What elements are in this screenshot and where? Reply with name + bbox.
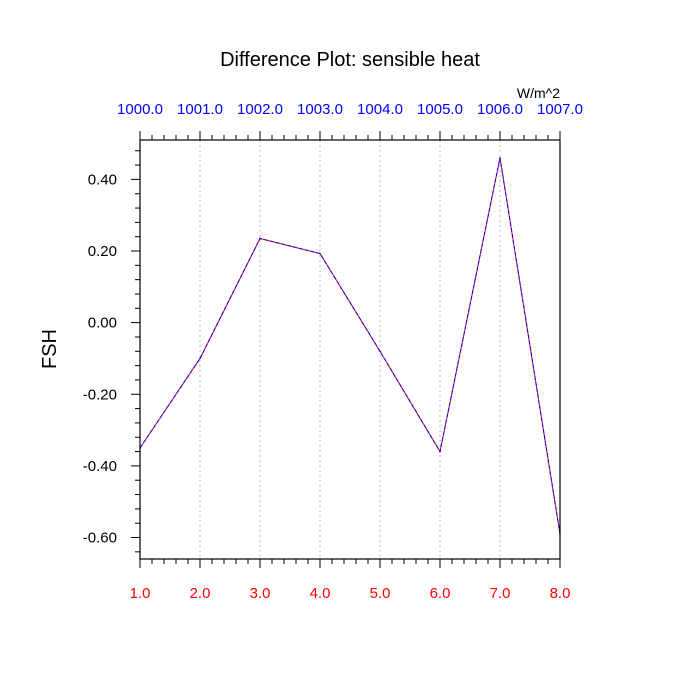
x-tick-label-bottom: 5.0 <box>370 585 391 602</box>
axes <box>131 131 561 568</box>
y-tick-label: -0.20 <box>83 386 117 403</box>
data-point <box>499 157 501 159</box>
x-tick-label-top: 1004.0 <box>357 101 403 118</box>
data-point <box>319 252 321 255</box>
x-tick-label-top: 1007.0 <box>537 101 583 118</box>
y-tick-label: -0.60 <box>83 530 117 547</box>
x-tick-label-bottom: 8.0 <box>550 585 571 602</box>
data-point <box>379 350 381 353</box>
data-point <box>439 450 441 453</box>
x-tick-label-bottom: 1.0 <box>130 585 151 602</box>
series-line-red <box>139 157 561 535</box>
data-series <box>139 157 561 535</box>
x-tick-label-top: 1003.0 <box>297 101 343 118</box>
chart-title: Difference Plot: sensible heat <box>220 49 480 71</box>
y-tick-label: -0.40 <box>83 458 117 475</box>
data-point <box>199 357 201 360</box>
y-tick-label: 0.40 <box>88 171 117 188</box>
x-tick-label-bottom: 7.0 <box>490 585 511 602</box>
x-tick-label-top: 1005.0 <box>417 101 463 118</box>
x-tick-label-top: 1006.0 <box>477 101 523 118</box>
x-tick-label-top: 1002.0 <box>237 101 283 118</box>
x-tick-label-bottom: 2.0 <box>190 585 211 602</box>
y-tick-label: 0.00 <box>88 315 117 332</box>
grid-lines <box>199 140 501 559</box>
series-line-blue <box>139 157 561 535</box>
tick-labels: -0.60 -0.40 -0.20 0.00 0.20 0.40 1.0 2.0 3.0 4.0 5… <box>83 101 583 602</box>
units-label: W/m^2 <box>517 85 560 101</box>
plot-frame <box>139 139 561 560</box>
x-tick-label-bottom: 3.0 <box>250 585 271 602</box>
y-tick-label: 0.20 <box>88 243 117 260</box>
x-tick-label-top: 1000.0 <box>117 101 163 118</box>
x-tick-label-top: 1001.0 <box>177 101 223 118</box>
data-point <box>259 237 261 240</box>
y-axis-label: FSH <box>39 329 61 369</box>
x-tick-label-bottom: 4.0 <box>310 585 331 602</box>
x-tick-label-bottom: 6.0 <box>430 585 451 602</box>
